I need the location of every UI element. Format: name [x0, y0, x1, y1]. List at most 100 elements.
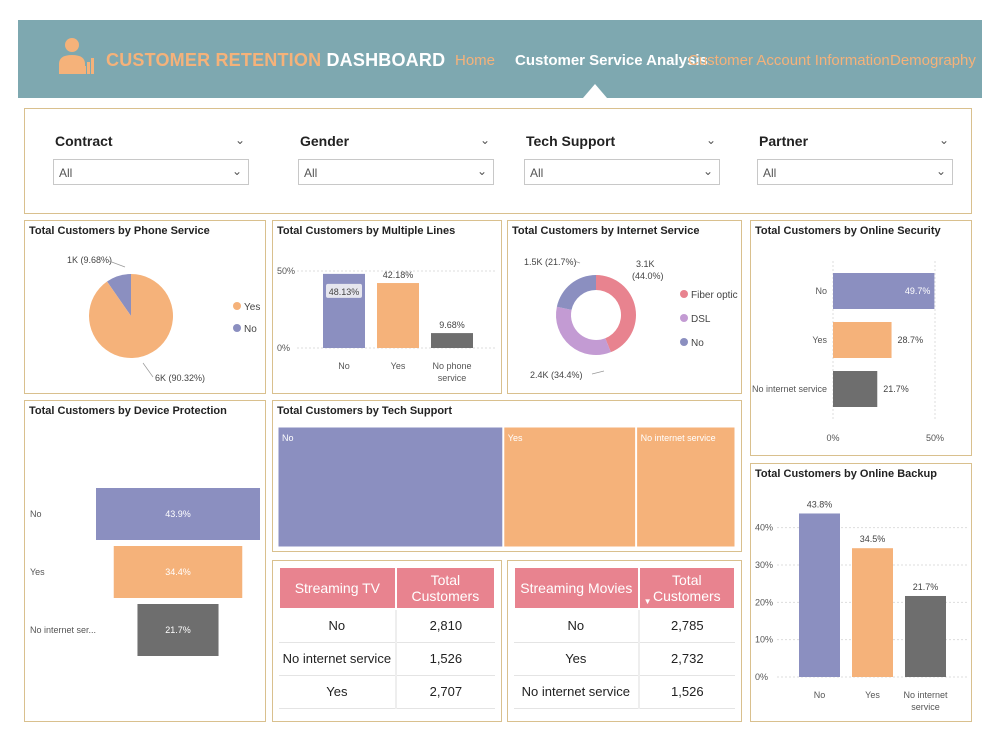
category-label: No — [30, 509, 42, 519]
tech-support-filter-value: All — [530, 166, 544, 180]
leader-line — [108, 260, 126, 268]
data-label: 34.4% — [165, 567, 191, 577]
x-tick-label: Yes — [865, 690, 880, 700]
tech-support-title: Total Customers by Tech Support — [277, 405, 452, 417]
table-cell: 2,785 — [637, 609, 735, 643]
nav-home[interactable]: Home — [455, 52, 496, 69]
online-security-panel: Total Customers by Online Security No 49.… — [750, 220, 972, 456]
total-customers-header[interactable]: Total Customers — [394, 566, 497, 610]
phone-service-panel: Total Customers by Phone Service 1K (9.6… — [24, 220, 266, 394]
chevron-down-icon: ⌄ — [476, 164, 487, 178]
donut-slice-dsl — [556, 306, 611, 355]
x-tick-label: 0% — [826, 433, 839, 443]
title-part-1: CUSTOMER RETENTION — [106, 50, 322, 70]
data-label: 1.5K (21.7%) — [524, 257, 577, 267]
leader-line — [591, 370, 605, 375]
table-cell: Yes — [514, 642, 639, 676]
nav-demography[interactable]: Demography — [890, 52, 976, 69]
streaming-movies-header[interactable]: Streaming Movies — [513, 566, 640, 610]
table-cell: 2,732 — [637, 642, 735, 676]
x-tick-label: 50% — [926, 433, 944, 443]
device-protection-chart: 43.9% No 34.4% Yes 21.7% No internet ser... — [30, 488, 260, 656]
online-security-title: Total Customers by Online Security — [755, 225, 941, 237]
online-backup-panel: Total Customers by Online Backup 40% 30% 2… — [750, 463, 972, 722]
table-cell: 2,707 — [394, 675, 495, 709]
data-label: 34.5% — [860, 534, 886, 544]
nav-customer-service-analysis[interactable]: Customer Service Analysis — [515, 52, 708, 69]
phone-service-title: Total Customers by Phone Service — [29, 225, 210, 237]
contract-filter-value: All — [59, 166, 73, 180]
tech-support-panel: Total Customers by Tech Support No Yes No … — [272, 400, 742, 552]
table-cell: 1,526 — [394, 642, 495, 676]
chevron-down-icon[interactable]: ⌄ — [939, 133, 950, 147]
data-label: 9.68% — [439, 320, 465, 330]
streaming-tv-panel: Streaming TV Total Customers No 2,810 No… — [272, 560, 502, 722]
table-row: No 2,785 — [514, 609, 735, 643]
bar-0 — [833, 273, 935, 309]
gender-filter-dropdown[interactable]: All ⌄ — [298, 159, 494, 185]
data-label: 21.7% — [913, 582, 939, 592]
data-label: 3.1K — [636, 259, 655, 269]
streaming-movies-panel: Streaming Movies Total Customers ▼ No 2,… — [507, 560, 742, 722]
funnel-bar-2 — [137, 604, 219, 656]
table-cell: No internet service — [514, 675, 639, 709]
data-label: 42.18% — [383, 270, 414, 280]
bar-2 — [905, 595, 946, 677]
category-label: No internet ser... — [30, 625, 96, 635]
bar-1 — [833, 322, 892, 358]
y-tick-label: 20% — [755, 597, 773, 607]
data-label: 21.7% — [883, 384, 909, 394]
partner-filter-dropdown[interactable]: All ⌄ — [757, 159, 953, 185]
contract-filter-dropdown[interactable]: All ⌄ — [53, 159, 249, 185]
legend-marker — [233, 302, 241, 310]
multiple-lines-title: Total Customers by Multiple Lines — [277, 225, 456, 237]
bar-0 — [799, 513, 840, 677]
x-tick-label: No phone — [432, 361, 471, 371]
partner-filter-value: All — [763, 166, 777, 180]
streaming-tv-table: Streaming TV Total Customers No 2,810 No… — [278, 566, 497, 709]
streaming-movies-table: Streaming Movies Total Customers ▼ No 2,… — [513, 566, 737, 709]
y-tick-label: Yes — [812, 335, 827, 345]
data-label: 28.7% — [898, 335, 924, 345]
treemap-tile-0 — [277, 426, 504, 548]
sort-down-icon: ▼ — [643, 597, 652, 606]
legend-marker — [680, 338, 688, 346]
online-backup-chart: 40% 30% 20% 10% 0% 43.8% 34.5% 21.7% No Yes No int… — [755, 499, 969, 712]
x-tick-label: No — [814, 690, 826, 700]
data-label: 2.4K (34.4%) — [530, 370, 583, 380]
nav-customer-account-information[interactable]: Customer Account Information — [688, 52, 890, 69]
table-row: Yes 2,707 — [279, 675, 495, 709]
bar-1 — [377, 283, 419, 348]
y-tick-label: 0% — [277, 343, 290, 353]
treemap-label: Yes — [508, 433, 523, 443]
total-customers-header[interactable]: Total Customers ▼ — [637, 566, 737, 610]
data-label-bg — [326, 283, 362, 298]
tech-support-filter-dropdown[interactable]: All ⌄ — [524, 159, 720, 185]
x-tick-label: service — [438, 373, 467, 383]
funnel-bar-1 — [113, 546, 243, 598]
gender-filter-value: All — [304, 166, 318, 180]
chevron-down-icon[interactable]: ⌄ — [480, 133, 491, 147]
table-row: No internet service 1,526 — [279, 642, 495, 676]
leader-line — [142, 362, 154, 378]
data-label: 49.7% — [905, 286, 931, 296]
chevron-down-icon: ⌄ — [702, 164, 713, 178]
table-cell: Yes — [279, 675, 396, 709]
chevron-down-icon: ⌄ — [231, 164, 242, 178]
x-tick-label: No — [338, 361, 350, 371]
data-label: 43.8% — [807, 499, 833, 509]
legend-marker — [680, 314, 688, 322]
multiple-lines-panel: Total Customers by Multiple Lines 50% 0% 4… — [272, 220, 502, 394]
x-tick-label: No internet — [903, 690, 948, 700]
legend-marker — [233, 324, 241, 332]
header-bar: CUSTOMER RETENTION DASHBOARD Home Custom… — [18, 20, 982, 98]
data-label: 21.7% — [165, 625, 191, 635]
chevron-down-icon[interactable]: ⌄ — [706, 133, 717, 147]
category-label: Yes — [30, 567, 45, 577]
y-tick-label: No internet service — [752, 384, 827, 394]
funnel-bar-0 — [96, 488, 260, 540]
streaming-tv-header[interactable]: Streaming TV — [278, 566, 397, 610]
chevron-down-icon[interactable]: ⌄ — [235, 133, 246, 147]
partner-filter-label: Partner — [759, 133, 809, 149]
